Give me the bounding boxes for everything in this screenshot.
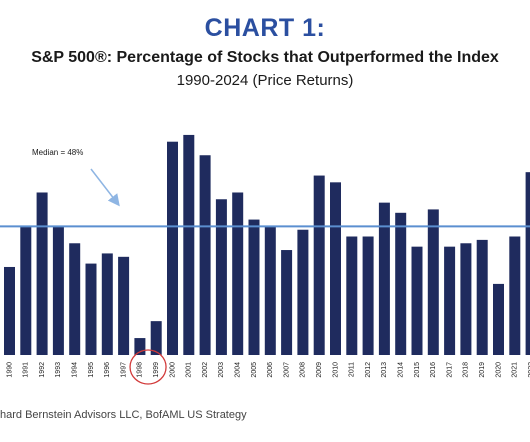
x-tick-label-2000: 2000 [169, 362, 176, 378]
x-tick-label-2004: 2004 [235, 362, 242, 378]
bar-2007 [281, 250, 293, 355]
x-tick-label-2002: 2002 [202, 362, 209, 378]
bar-2014 [395, 212, 407, 355]
bar-2008 [297, 229, 309, 355]
bar-1993 [52, 226, 64, 355]
highlight-circle [129, 349, 167, 385]
x-tick-label-1992: 1992 [39, 362, 46, 378]
bar-2017 [444, 246, 456, 355]
bar-2019 [476, 239, 488, 355]
bar-2021 [509, 236, 521, 355]
x-tick-label-1998: 1998 [137, 362, 144, 378]
x-tick-label-2007: 2007 [283, 362, 290, 378]
x-tick-label-2001: 2001 [186, 362, 193, 378]
bar-2016 [427, 209, 439, 355]
x-tick-label-2006: 2006 [267, 362, 274, 378]
bar-1999 [150, 321, 162, 355]
bar-1998 [134, 338, 146, 355]
x-tick-label-2016: 2016 [430, 362, 437, 378]
chart-title: S&P 500®: Percentage of Stocks that Outp… [31, 49, 499, 66]
bar-2015 [411, 246, 423, 355]
x-tick-label-2020: 2020 [495, 362, 502, 378]
bar-2013 [378, 202, 390, 355]
bar-2003 [215, 199, 227, 355]
x-tick-label-2010: 2010 [332, 362, 339, 378]
bar-1992 [36, 192, 48, 355]
x-tick-label-2008: 2008 [300, 362, 307, 378]
median-label: Median = 48% [32, 148, 83, 157]
bar-2018 [460, 243, 472, 355]
median-arrow [90, 168, 120, 207]
x-tick-label-2009: 2009 [316, 362, 323, 378]
bar-2010 [330, 182, 341, 355]
chart-label: CHART 1: [204, 14, 326, 42]
x-tick-label-2022: 2022 [528, 362, 530, 378]
x-tick-label-2019: 2019 [479, 362, 486, 378]
bar-1994 [69, 243, 81, 355]
x-tick-label-1999: 1999 [153, 362, 160, 378]
x-tick-label-2012: 2012 [365, 362, 372, 378]
source-note: hard Bernstein Advisors LLC, BofAML US S… [0, 409, 247, 421]
x-tick-label-1990: 1990 [6, 362, 13, 378]
bar-2011 [346, 236, 358, 355]
bar-2020 [493, 283, 504, 355]
bar-2001 [183, 134, 195, 355]
x-tick-label-2014: 2014 [398, 362, 405, 378]
bar-1991 [20, 226, 32, 355]
bar-2012 [362, 236, 374, 355]
x-tick-label-2011: 2011 [349, 362, 356, 377]
x-tick-label-1991: 1991 [23, 362, 30, 378]
bar-2005 [248, 219, 260, 355]
bar-2000 [167, 141, 178, 355]
x-tick-label-2013: 2013 [381, 362, 388, 378]
bar-2004 [232, 192, 244, 355]
x-tick-label-2015: 2015 [414, 362, 421, 378]
chart-subtitle: 1990-2024 (Price Returns) [176, 72, 354, 89]
x-tick-label-1995: 1995 [88, 362, 95, 378]
x-tick-label-2017: 2017 [446, 362, 453, 378]
x-tick-labels: 1990 1991 1992 1993 1994 1995 1996 1997 1998 1999… [6, 362, 530, 378]
x-tick-label-2018: 2018 [463, 362, 470, 378]
x-tick-label-1993: 1993 [55, 362, 62, 378]
x-tick-label-2005: 2005 [251, 362, 258, 378]
bars-group [4, 134, 530, 355]
bar-1995 [85, 263, 97, 355]
bar-2009 [313, 175, 325, 355]
x-tick-label-1994: 1994 [72, 362, 79, 378]
x-tick-label-2021: 2021 [512, 362, 519, 378]
bar-1996 [101, 253, 113, 355]
bar-2002 [199, 155, 211, 355]
x-tick-label-1997: 1997 [120, 362, 127, 378]
x-tick-label-2003: 2003 [218, 362, 225, 378]
bar-2006 [264, 226, 276, 355]
bar-2022 [525, 172, 530, 355]
bar-1997 [118, 256, 130, 355]
x-tick-label-1996: 1996 [104, 362, 111, 378]
bar-1990 [4, 266, 15, 355]
